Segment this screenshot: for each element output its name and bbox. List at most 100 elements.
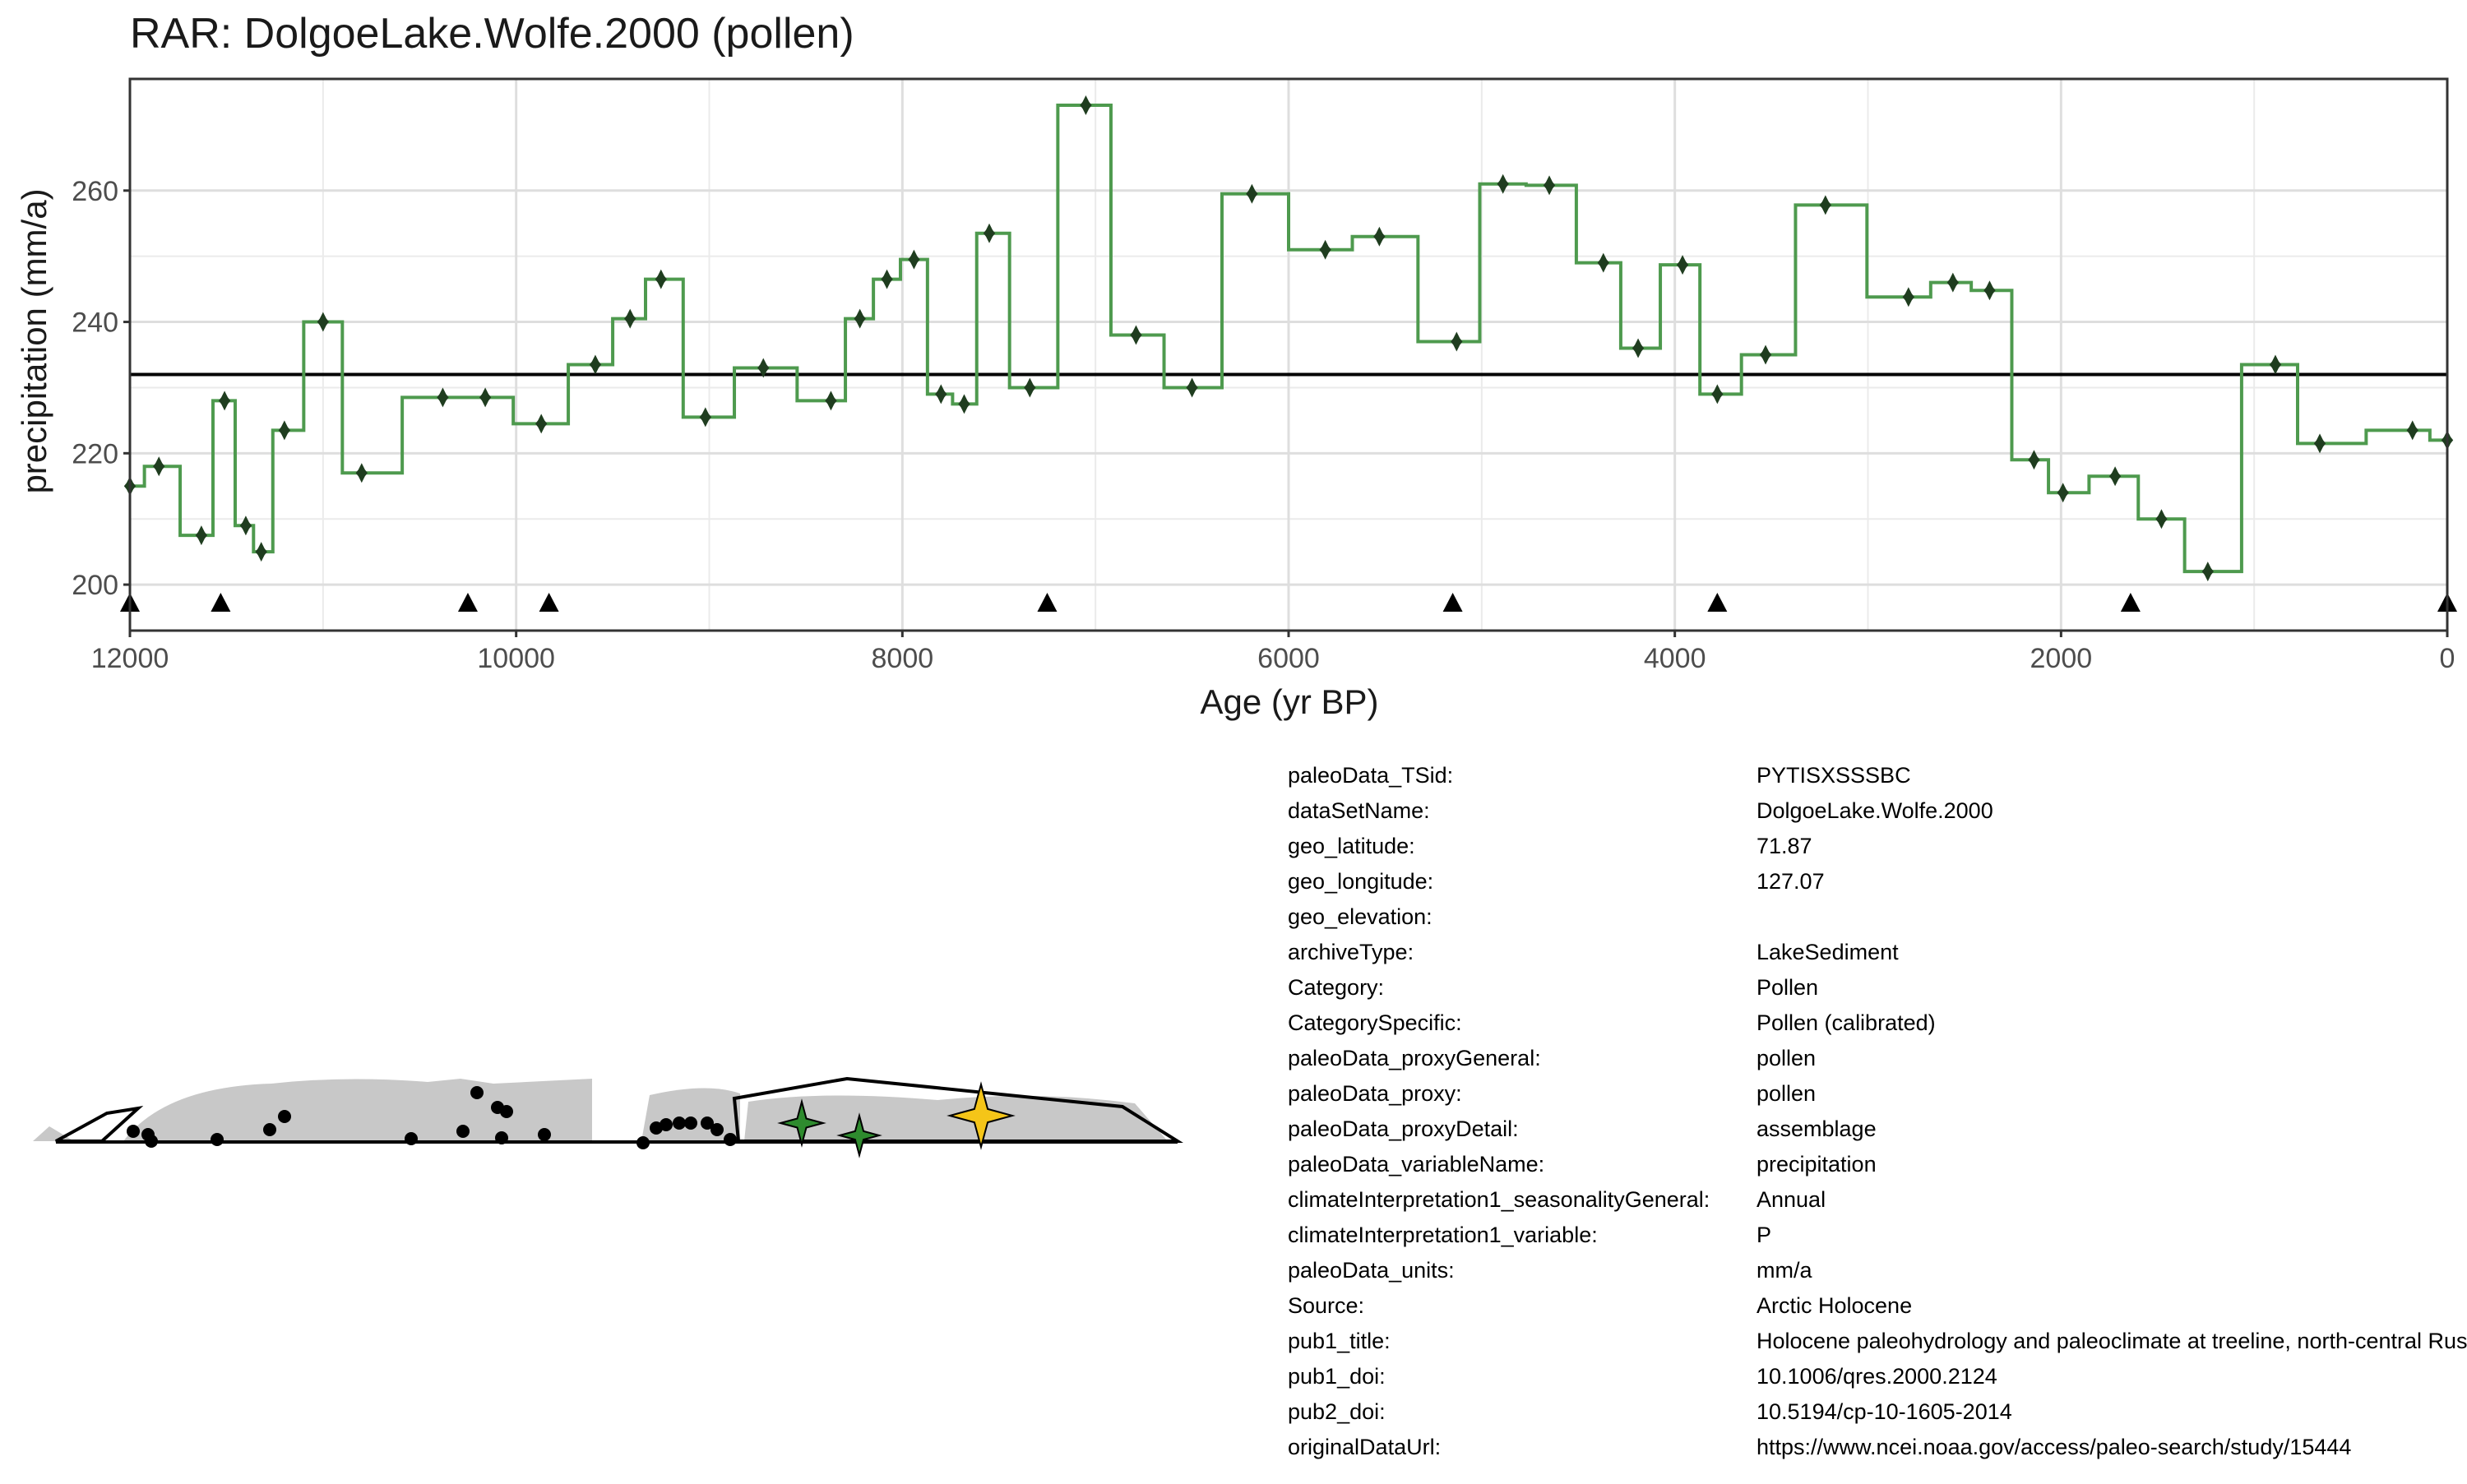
data-point <box>218 391 231 411</box>
metadata-value: Holocene paleohydrology and paleoclimate… <box>1757 1329 2467 1353</box>
metadata-value: PYTISXSSSBC <box>1757 763 1911 788</box>
data-point <box>757 358 770 378</box>
data-point <box>1902 287 1915 307</box>
metadata-row: climateInterpretation1_variable: P <box>1288 1218 2467 1253</box>
x-tick-label: 2000 <box>2030 643 2093 674</box>
y-tick-label: 260 <box>72 176 118 207</box>
metadata-row: climateInterpretation1_seasonalityGenera… <box>1288 1182 2467 1218</box>
data-point <box>278 420 291 441</box>
metadata-key: Source: <box>1288 1293 1365 1318</box>
site-dot <box>145 1135 158 1148</box>
metadata-row: pub1_title: Holocene paleohydrology and p… <box>1288 1324 2467 1359</box>
data-point <box>1246 183 1258 204</box>
site-dot <box>456 1125 470 1138</box>
data-point <box>908 249 920 270</box>
metadata-key: paleoData_units: <box>1288 1258 1455 1283</box>
data-point <box>437 387 449 408</box>
data-point <box>2269 354 2282 375</box>
data-point <box>958 394 970 414</box>
metadata-key: CategorySpecific: <box>1288 1010 1462 1035</box>
site-dot <box>724 1133 737 1146</box>
data-point <box>1759 344 1772 365</box>
highlighted-site-star <box>947 1081 1016 1150</box>
metadata-key: paleoData_proxyDetail: <box>1288 1116 1519 1141</box>
data-point <box>535 414 548 434</box>
metadata-row: Source: Arctic Holocene <box>1288 1288 2467 1324</box>
data-point <box>1080 95 1092 115</box>
data-point <box>1946 272 1960 293</box>
metadata-value: Arctic Holocene <box>1757 1293 1913 1318</box>
y-axis-label: precipitation (mm/a) <box>15 188 53 493</box>
data-point <box>2313 433 2326 454</box>
metadata-key: climateInterpretation1_variable: <box>1288 1223 1598 1247</box>
metadata-key: paleoData_TSid: <box>1288 763 1454 788</box>
data-point <box>881 269 893 289</box>
data-point <box>1676 255 1689 275</box>
site-dot <box>470 1086 484 1099</box>
metadata-row: geo_latitude: 71.87 <box>1288 829 2467 864</box>
data-point <box>854 308 866 329</box>
metadata-value: https://www.ncei.noaa.gov/access/paleo-s… <box>1757 1435 2352 1459</box>
metadata-row: geo_elevation: <box>1288 899 2467 935</box>
site-dot <box>495 1131 508 1144</box>
y-tick-label: 240 <box>72 307 118 339</box>
site-dot <box>263 1123 276 1136</box>
data-point <box>2028 450 2040 470</box>
metadata-key: geo_elevation: <box>1288 904 1433 929</box>
site-dot <box>211 1133 224 1146</box>
data-point <box>935 384 947 405</box>
age-control-marker <box>457 593 478 612</box>
metadata-value: Annual <box>1757 1187 1826 1212</box>
metadata-key: originalDataUrl: <box>1288 1435 1442 1459</box>
y-tick-label: 200 <box>72 570 118 601</box>
data-point <box>1711 384 1724 405</box>
metadata-value: 71.87 <box>1757 834 1812 858</box>
x-tick-label: 8000 <box>872 643 934 674</box>
metadata-value: P <box>1757 1223 1772 1247</box>
data-point <box>699 407 712 428</box>
site-dot <box>701 1116 714 1130</box>
data-point <box>2057 483 2069 503</box>
metadata-key: pub1_doi: <box>1288 1364 1386 1389</box>
metadata-value: Pollen (calibrated) <box>1757 1010 1936 1035</box>
metadata-row: archiveType: LakeSediment <box>1288 935 2467 970</box>
data-point <box>1983 280 1996 301</box>
data-point <box>1373 226 1386 247</box>
metadata-row: paleoData_units: mm/a <box>1288 1253 2467 1288</box>
metadata-row: paleoData_proxyDetail: assemblage <box>1288 1112 2467 1147</box>
data-point <box>1819 195 1832 215</box>
data-point <box>195 525 208 546</box>
data-point <box>255 542 267 562</box>
data-point <box>153 456 165 477</box>
metadata-row: dataSetName: DolgoeLake.Wolfe.2000 <box>1288 793 2467 829</box>
site-dot <box>278 1110 291 1123</box>
metadata-key: climateInterpretation1_seasonalityGenera… <box>1288 1187 1710 1212</box>
metadata-value: precipitation <box>1757 1152 1877 1177</box>
data-point <box>2406 420 2418 441</box>
x-tick-label: 12000 <box>91 643 169 674</box>
data-point <box>239 515 252 536</box>
site-star <box>836 1112 882 1158</box>
x-tick-label: 4000 <box>1644 643 1706 674</box>
region-polygon-west <box>55 1105 144 1143</box>
data-point <box>1451 331 1463 352</box>
data-point <box>825 391 837 411</box>
site-dot <box>636 1136 650 1149</box>
data-point <box>355 463 368 483</box>
age-control-marker <box>539 593 559 612</box>
age-control-marker <box>1442 593 1463 612</box>
site-dot <box>673 1116 686 1130</box>
metadata-table: paleoData_TSid: PYTISXSSSBC dataSetName: Do… <box>1288 758 2467 1465</box>
metadata-value: 127.07 <box>1757 869 1825 894</box>
land-mass <box>123 1079 592 1141</box>
metadata-row: paleoData_proxyGeneral: pollen <box>1288 1041 2467 1076</box>
metadata-key: paleoData_proxy: <box>1288 1081 1462 1106</box>
metadata-value: 10.1006/qres.2000.2124 <box>1757 1364 1997 1389</box>
data-point <box>1497 173 1509 194</box>
data-point <box>2108 466 2122 487</box>
age-control-marker <box>1707 593 1728 612</box>
plot-panel-border <box>128 77 2449 632</box>
x-tick-label: 0 <box>2440 643 2455 674</box>
metadata-row: pub1_doi: 10.1006/qres.2000.2124 <box>1288 1359 2467 1394</box>
data-point <box>317 312 330 332</box>
